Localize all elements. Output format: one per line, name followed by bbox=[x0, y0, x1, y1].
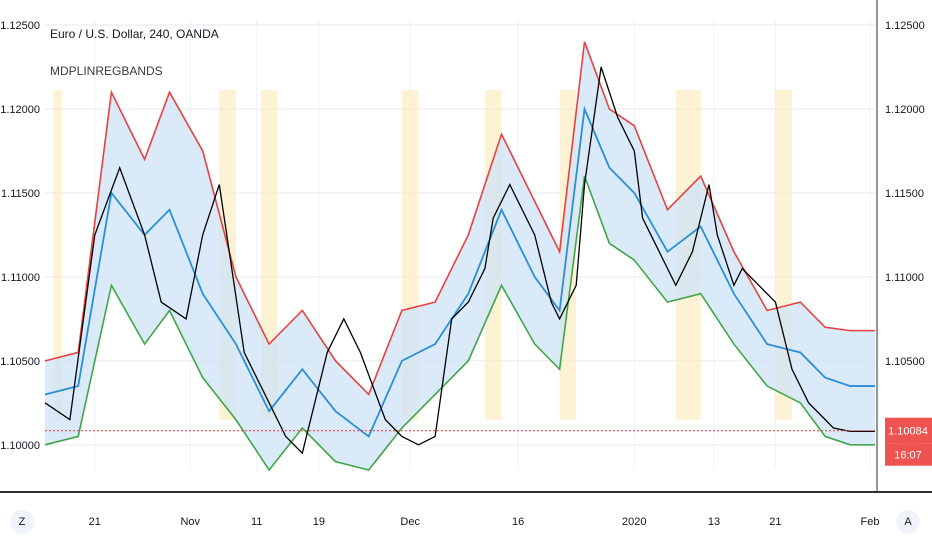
x-tick-label: 21 bbox=[769, 516, 781, 528]
x-tick-label: 21 bbox=[89, 516, 101, 528]
price-line bbox=[44, 66, 875, 455]
highlight-fill bbox=[53, 90, 62, 420]
middle-line bbox=[44, 105, 875, 438]
price-labels: 1.10084 16:07 bbox=[45, 417, 932, 466]
last-price-badge bbox=[885, 417, 932, 444]
axes bbox=[0, 0, 932, 493]
indicator-label: MDPLINREGBANDS bbox=[50, 64, 163, 78]
y-tick-label-left: 1.10500 bbox=[0, 356, 40, 368]
lower-band-line bbox=[44, 175, 875, 472]
tick-labels: 1.12500 1.12500 1.12000 1.12000 1.11500 1.115… bbox=[0, 20, 925, 528]
price-series bbox=[44, 66, 875, 455]
zoom-button[interactable]: Z bbox=[10, 510, 34, 534]
x-tick-label: 16 bbox=[512, 516, 524, 528]
band-fill bbox=[45, 41, 875, 470]
bands bbox=[44, 41, 875, 472]
y-tick-label-right: 1.10500 bbox=[885, 356, 925, 368]
y-tick-label-right: 1.12000 bbox=[885, 104, 925, 116]
y-tick-label-left: 1.11000 bbox=[1, 272, 40, 284]
x-tick-label: Dec bbox=[400, 516, 420, 528]
y-tick-label-left: 1.10000 bbox=[0, 440, 40, 452]
auto-scale-button[interactable]: A bbox=[896, 510, 920, 534]
y-tick-label-right: 1.11500 bbox=[885, 188, 924, 200]
last-price-label: 1.10084 bbox=[888, 426, 928, 438]
x-tick-label: 2020 bbox=[622, 516, 646, 528]
y-tick-label-left: 1.12000 bbox=[0, 104, 40, 116]
y-tick-label-left: 1.11500 bbox=[1, 188, 40, 200]
x-tick-label: 19 bbox=[313, 516, 325, 528]
countdown-badge bbox=[885, 443, 932, 466]
x-tick-label: Nov bbox=[180, 516, 200, 528]
countdown-label: 16:07 bbox=[894, 450, 922, 462]
y-tick-label-right: 1.12500 bbox=[885, 20, 925, 32]
x-tick-label: 11 bbox=[251, 516, 262, 528]
y-tick-label-left: 1.12500 bbox=[0, 20, 40, 32]
x-tick-label: Feb bbox=[861, 516, 880, 528]
y-tick-label-right: 1.11000 bbox=[885, 272, 924, 284]
chart-title: Euro / U.S. Dollar, 240, OANDA bbox=[50, 27, 219, 41]
x-tick-label: 13 bbox=[708, 516, 720, 528]
upper-band-line bbox=[44, 41, 875, 396]
